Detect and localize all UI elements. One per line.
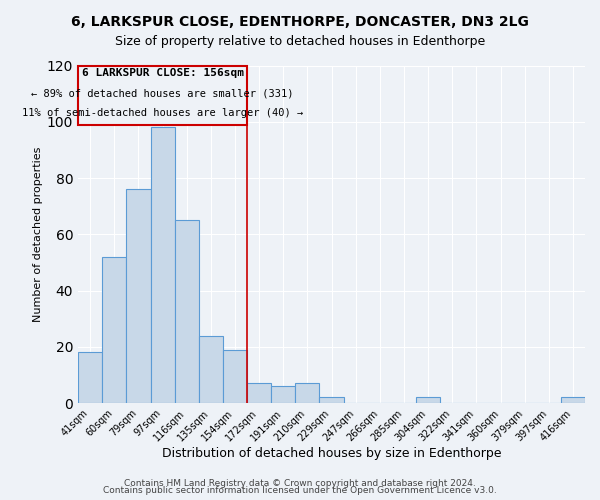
Bar — [247, 384, 271, 403]
X-axis label: Distribution of detached houses by size in Edenthorpe: Distribution of detached houses by size … — [162, 447, 502, 460]
Text: Contains public sector information licensed under the Open Government Licence v3: Contains public sector information licen… — [103, 486, 497, 495]
Bar — [199, 336, 223, 403]
Bar — [319, 398, 344, 403]
Text: Size of property relative to detached houses in Edenthorpe: Size of property relative to detached ho… — [115, 35, 485, 48]
Bar — [561, 398, 585, 403]
Bar — [151, 128, 175, 403]
Text: Contains HM Land Registry data © Crown copyright and database right 2024.: Contains HM Land Registry data © Crown c… — [124, 478, 476, 488]
Bar — [175, 220, 199, 403]
Text: 11% of semi-detached houses are larger (40) →: 11% of semi-detached houses are larger (… — [22, 108, 303, 118]
Bar — [127, 190, 151, 403]
Bar — [78, 352, 102, 403]
Bar — [102, 257, 127, 403]
Text: ← 89% of detached houses are smaller (331): ← 89% of detached houses are smaller (33… — [31, 88, 294, 98]
Bar — [271, 386, 295, 403]
Bar — [223, 350, 247, 403]
Bar — [416, 398, 440, 403]
Text: 6, LARKSPUR CLOSE, EDENTHORPE, DONCASTER, DN3 2LG: 6, LARKSPUR CLOSE, EDENTHORPE, DONCASTER… — [71, 15, 529, 29]
Bar — [295, 384, 319, 403]
FancyBboxPatch shape — [78, 66, 247, 124]
Text: 6 LARKSPUR CLOSE: 156sqm: 6 LARKSPUR CLOSE: 156sqm — [82, 68, 244, 78]
Y-axis label: Number of detached properties: Number of detached properties — [33, 146, 43, 322]
